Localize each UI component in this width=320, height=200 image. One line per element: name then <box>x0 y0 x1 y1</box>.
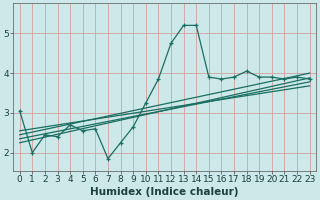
X-axis label: Humidex (Indice chaleur): Humidex (Indice chaleur) <box>91 187 239 197</box>
